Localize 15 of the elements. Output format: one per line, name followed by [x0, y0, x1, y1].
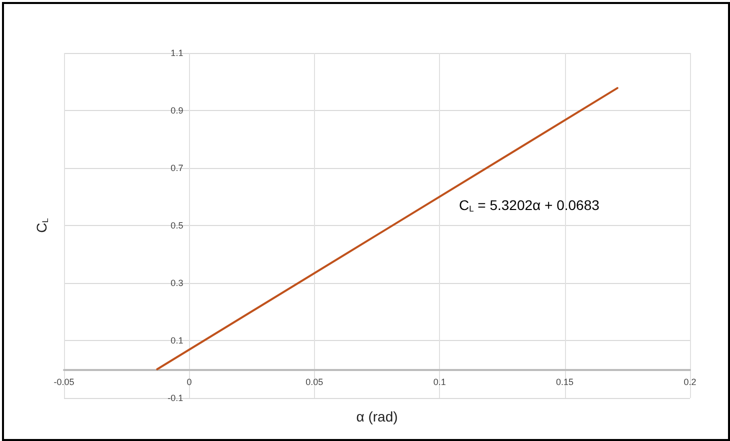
x-tick-label: 0.1 [433, 376, 446, 387]
x-axis-title: α (rad) [356, 408, 398, 424]
x-tick-label: 0.05 [306, 376, 324, 387]
x-tick-label: -0.05 [54, 376, 74, 387]
y-tick-label: 0.5 [170, 220, 184, 230]
y-tick-label: -0.1 [168, 393, 184, 403]
y-tick-label: 0.7 [170, 163, 184, 173]
x-tick-label: 0.2 [684, 376, 696, 387]
y-axis-title: CL [34, 218, 50, 233]
y-tick-label: 0.1 [170, 336, 184, 346]
x-tick-label: 0.15 [556, 376, 574, 387]
y-tick-label: 1.1 [170, 48, 184, 58]
x-tick-label: 0 [186, 376, 192, 387]
y-tick-label: 0.9 [170, 106, 184, 116]
y-tick-label: 0.3 [170, 278, 184, 288]
